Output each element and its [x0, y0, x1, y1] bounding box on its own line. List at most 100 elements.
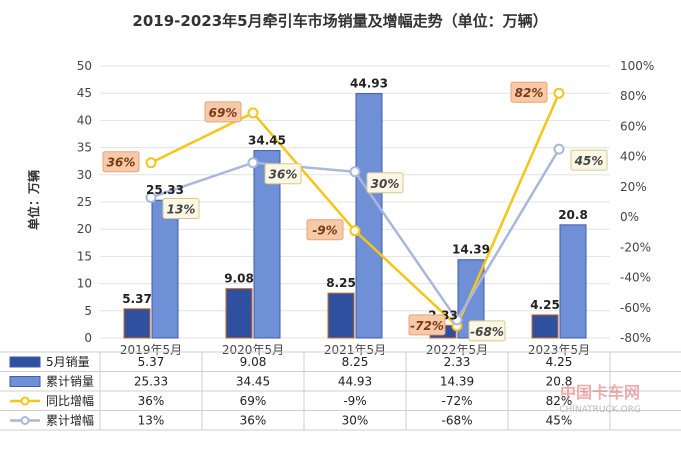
y-tick-label: 20 [77, 222, 92, 236]
table-cell: 13% [138, 414, 165, 428]
line-label-box [468, 320, 506, 342]
line-label-box [162, 197, 200, 219]
series-line [150, 92, 561, 329]
line-value-label: -68% [470, 325, 504, 339]
x-tick-label: 2020年5月 [222, 343, 284, 357]
bar-value-label: 5.37 [122, 292, 152, 306]
table-cell: 34.45 [236, 375, 270, 389]
bar-value-label: 4.25 [530, 298, 560, 312]
table-cell: 45% [546, 414, 573, 428]
line-label-box [204, 101, 242, 123]
x-tick-label: 2021年5月 [324, 343, 386, 357]
y2-tick-label: 20% [620, 180, 647, 194]
data-table: 5月销量 5.37 9.08 8.25 2.33 4.25 累计销量 25.33 34.45 44… [0, 351, 681, 431]
line-label-box [264, 163, 302, 185]
legend-key-marker [20, 396, 30, 406]
line-value-label: 45% [574, 154, 604, 168]
y-tick-label: 0 [84, 331, 92, 345]
line-value-label: 69% [209, 106, 238, 120]
y-tick-label: 35 [77, 141, 92, 155]
line-point [553, 143, 565, 155]
table-cell: 2.33 [444, 355, 471, 369]
y-tick-label: 30 [77, 168, 92, 182]
line-label-box [510, 81, 548, 103]
data-labels-group: 5.379.088.252.334.2525.3334.4544.9314.39… [102, 77, 608, 357]
table-row-header: 5月销量 [46, 355, 90, 369]
bar-value-label: 9.08 [224, 272, 254, 286]
y2-tick-label: 60% [620, 119, 647, 133]
y-axis-ticks: 0 5 10 15 20 25 30 35 40 45 50 [77, 59, 92, 345]
table-cell: 82% [546, 394, 573, 408]
table-cell: 36% [138, 394, 165, 408]
y-tick-label: 15 [77, 249, 92, 263]
lines-group [145, 87, 565, 332]
y-tick-label: 5 [84, 304, 92, 318]
y2-tick-label: 40% [620, 150, 647, 164]
y-tick-label: 45 [77, 86, 92, 100]
line-value-label: 82% [515, 86, 544, 100]
table-cell: 25.33 [134, 375, 168, 389]
line-point [247, 107, 259, 119]
y2-tick-label: 100% [620, 59, 654, 73]
bar-value-label: 44.93 [350, 77, 388, 91]
y-tick-label: 25 [77, 195, 92, 209]
bar [123, 308, 151, 339]
table-row-header: 同比增幅 [46, 393, 94, 408]
table-cell: -9% [343, 394, 366, 408]
line-value-label: 36% [269, 168, 298, 182]
bar-value-label: 25.33 [146, 183, 184, 197]
line-point [247, 157, 259, 169]
bar [355, 93, 383, 339]
watermark-en: CHINATRUCK.ORG [559, 405, 641, 415]
bar [559, 224, 587, 339]
y-tick-label: 40 [77, 113, 92, 127]
line-value-label: -9% [312, 224, 337, 238]
line-value-label: -72% [410, 319, 444, 333]
watermark-cn: 中国卡车网 [560, 383, 640, 402]
x-tick-label: 2023年5月 [528, 343, 590, 357]
table-cell: -72% [441, 394, 472, 408]
line-value-label: 30% [371, 177, 400, 191]
line-label-box [366, 172, 404, 194]
table-cell: 14.39 [440, 375, 474, 389]
table-row-header: 累计销量 [46, 375, 94, 389]
y2-tick-label: 80% [620, 89, 647, 103]
bar [225, 288, 253, 339]
table-cell: 5.37 [138, 355, 165, 369]
line-value-label: 36% [107, 156, 136, 170]
line-label-box [408, 314, 446, 336]
table-cell: 4.25 [546, 355, 573, 369]
line-point [349, 166, 361, 178]
table-cell: 20.8 [546, 375, 573, 389]
bar [151, 199, 179, 339]
y-axis-label: 单位：万辆 [26, 170, 41, 230]
legend-key [9, 376, 41, 387]
y2-tick-label: -80% [620, 331, 651, 345]
table-cell: 9.08 [240, 355, 267, 369]
y2-axis-ticks: -80% -60% -40% -20% 0% 20% 40% 60% 80% 100% [620, 59, 654, 345]
table-row-header: 累计增幅 [46, 413, 94, 428]
bar-value-label: 14.39 [452, 243, 490, 257]
table-cell: -68% [441, 414, 472, 428]
y2-tick-label: 0% [620, 210, 639, 224]
line-point [349, 225, 361, 237]
line-label-box [102, 151, 140, 173]
table-cell: 44.93 [338, 375, 372, 389]
x-tick-label: 2022年5月 [426, 343, 488, 357]
table-cell: 69% [240, 394, 267, 408]
line-value-label: 13% [167, 202, 196, 216]
legend-key-marker [20, 416, 30, 425]
bar [531, 314, 559, 339]
y-tick-label: 50 [77, 59, 92, 73]
line-point [553, 87, 565, 99]
watermark: 中国卡车网 CHINATRUCK.ORG [559, 383, 641, 415]
line-label-box [306, 219, 344, 241]
y-tick-label: 10 [77, 277, 92, 291]
chart-title: 2019-2023年5月牵引车市场销量及增幅走势（单位：万辆） [132, 12, 547, 30]
bar [327, 292, 355, 339]
y2-tick-label: -60% [620, 301, 651, 315]
line-point [145, 157, 157, 169]
bar-value-label: 20.8 [558, 208, 588, 222]
